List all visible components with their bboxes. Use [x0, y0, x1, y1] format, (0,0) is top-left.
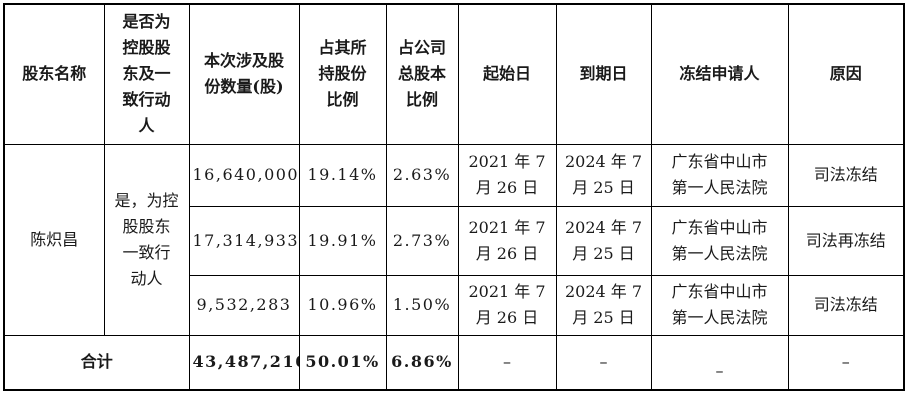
cell-pct-of-holding: 10.96% [298, 274, 387, 336]
cell-applicant: 广东省中山市 第一人民法院 [650, 143, 789, 207]
col-header-pct-of-holding: 占其所 持股份 比例 [298, 3, 387, 145]
cell-start-date: 2021 年 7 月 26 日 [457, 274, 557, 336]
cell-shares: 9,532,283 [188, 274, 300, 336]
col-header-shares-involved: 本次涉及股 份数量(股) [188, 3, 300, 145]
table-row: 9,532,283 10.96% 1.50% 2021 年 7 月 26 日 2… [4, 274, 905, 336]
col-header-start-date: 起始日 [457, 3, 557, 145]
share-freeze-table: 股东名称 是否为 控股股 东及一 致行动 人 本次涉及股 份数量(股) 占其所 … [3, 3, 905, 391]
table-row: 陈炽昌 是，为控 股股东 一致行 动人 16,640,000 19.14% 2.… [3, 143, 905, 336]
cell-end-date: 2024 年 7 月 25 日 [555, 143, 652, 207]
cell-total-label: 合计 [3, 334, 190, 391]
table-total-row: 合计 43,487,216 50.01% 6.86% – – – – [3, 334, 905, 391]
cell-applicant: 广东省中山市 第一人民法院 [650, 274, 789, 336]
cell-shareholder-name: 陈炽昌 [3, 143, 105, 336]
cell-reason: 司法冻结 [787, 143, 905, 207]
cell-shares: 17,314,933 [188, 205, 300, 276]
cell-reason: 司法冻结 [787, 274, 905, 336]
col-header-freeze-applicant: 冻结申请人 [650, 3, 789, 145]
col-header-end-date: 到期日 [555, 3, 652, 145]
cell-controlling-status: 是，为控 股股东 一致行 动人 [103, 143, 190, 336]
col-header-pct-of-total: 占公司 总股本 比例 [385, 3, 459, 145]
cell-total-pct-of-total: 6.86% [385, 334, 459, 391]
col-header-shareholder-name: 股东名称 [3, 3, 105, 145]
cell-total-start-date: – [457, 334, 557, 391]
cell-total-end-date: – [555, 334, 652, 391]
cell-start-date: 2021 年 7 月 26 日 [457, 205, 557, 276]
cell-pct-of-holding: 19.91% [298, 205, 387, 276]
cell-pct-of-total: 1.50% [385, 274, 459, 336]
cell-total-reason: – [787, 334, 905, 391]
cell-applicant: 广东省中山市 第一人民法院 [650, 205, 789, 276]
cell-pct-of-total: 2.63% [385, 143, 459, 207]
cell-total-shares: 43,487,216 [188, 334, 300, 391]
cell-end-date: 2024 年 7 月 25 日 [555, 274, 652, 336]
table-header-row: 股东名称 是否为 控股股 东及一 致行动 人 本次涉及股 份数量(股) 占其所 … [3, 3, 905, 145]
cell-end-date: 2024 年 7 月 25 日 [555, 205, 652, 276]
cell-total-applicant: – [650, 334, 789, 391]
table-row: 17,314,933 19.91% 2.73% 2021 年 7 月 26 日 … [4, 205, 905, 276]
col-header-reason: 原因 [787, 3, 905, 145]
cell-shares: 16,640,000 [188, 143, 300, 207]
cell-start-date: 2021 年 7 月 26 日 [457, 143, 557, 207]
cell-pct-of-total: 2.73% [385, 205, 459, 276]
col-header-controlling-status: 是否为 控股股 东及一 致行动 人 [103, 3, 190, 145]
cell-pct-of-holding: 19.14% [298, 143, 387, 207]
cell-reason: 司法再冻结 [787, 205, 905, 276]
total-applicant-dash: – [715, 361, 724, 381]
cell-total-pct-of-holding: 50.01% [298, 334, 387, 391]
